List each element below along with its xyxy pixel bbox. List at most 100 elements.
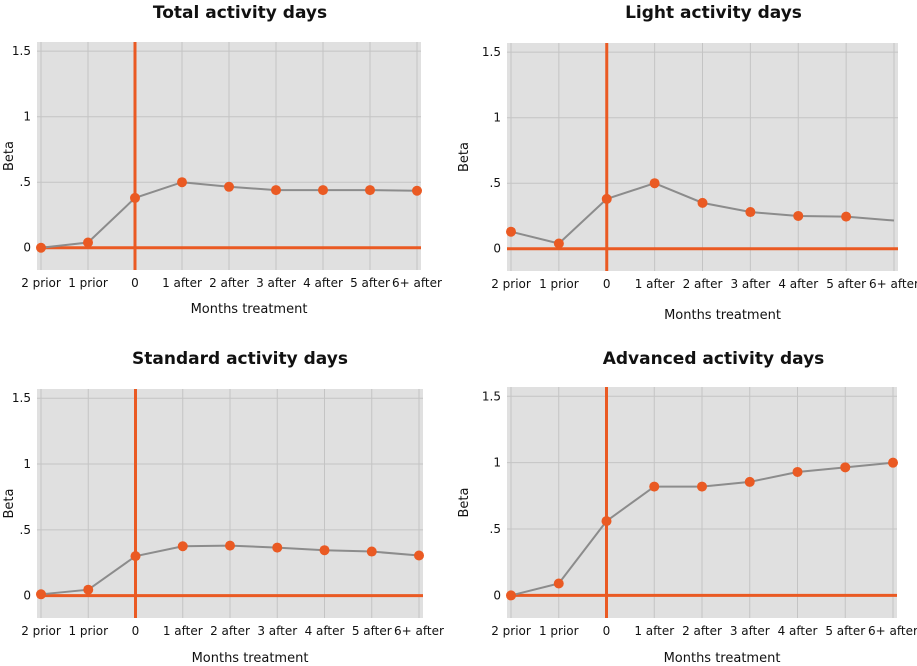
- data-point: [224, 181, 234, 192]
- x-axis-label: Months treatment: [192, 651, 309, 666]
- data-point: [412, 185, 422, 196]
- x-tick-label: 4 after: [778, 624, 818, 638]
- y-tick-label: 0: [493, 588, 501, 602]
- y-tick-label: 1: [23, 110, 31, 124]
- data-point: [506, 590, 516, 601]
- data-point: [649, 481, 660, 492]
- x-tick-label: 4 after: [778, 277, 818, 291]
- chart-title: Advanced activity days: [602, 349, 825, 369]
- x-tick-label: 2 prior: [21, 624, 61, 638]
- data-point: [83, 584, 94, 595]
- data-point: [601, 193, 612, 204]
- data-point: [130, 551, 141, 562]
- data-point: [506, 226, 516, 237]
- data-point: [271, 185, 281, 196]
- data-point: [601, 516, 612, 527]
- chart-panel-total: Total activity days 0 .5 1 1.5 2 prior 1 prio…: [0, 0, 445, 325]
- x-tick-label: 6+ after: [868, 624, 917, 638]
- y-tick-label: 0: [493, 242, 501, 256]
- x-tick-label: 6+ after: [392, 276, 442, 290]
- line-chart: 0 .5 1 1.5 2 prior 1 prior 0 1 after 2 after 3 af…: [2, 389, 444, 666]
- chart-panel-advanced: Advanced activity days 0 .5 1 1.5 2 prior 1 p…: [455, 345, 917, 666]
- x-axis-label: Months treatment: [664, 651, 781, 666]
- y-tick-label: 1: [493, 111, 501, 125]
- data-point: [272, 542, 283, 553]
- x-tick-label: 5 after: [825, 624, 865, 638]
- line-chart: 0 .5 1 1.5 2 prior 1 prior 0 1 after 2 after 3 af…: [457, 387, 917, 666]
- y-tick-label: 1: [23, 457, 31, 471]
- y-tick-label: .5: [20, 523, 31, 537]
- data-point: [649, 178, 660, 189]
- y-tick-label: .5: [490, 522, 501, 536]
- data-point: [318, 185, 328, 196]
- x-tick-label: 3 after: [730, 277, 770, 291]
- x-tick-label: 0: [603, 624, 611, 638]
- data-point: [697, 197, 708, 208]
- x-tick-label: 6+ after: [394, 624, 444, 638]
- x-axis-label: Months treatment: [191, 302, 308, 317]
- x-tick-label: 1 prior: [68, 276, 108, 290]
- x-tick-label: 2 after: [209, 276, 249, 290]
- data-point: [414, 550, 424, 561]
- data-point: [888, 457, 898, 468]
- x-tick-label: 0: [132, 624, 140, 638]
- y-tick-label: 1.5: [12, 391, 31, 405]
- data-point: [83, 237, 93, 248]
- data-point: [130, 192, 140, 203]
- x-tick-label: 1 prior: [539, 624, 579, 638]
- x-tick-label: 2 after: [682, 624, 722, 638]
- y-tick-label: 1: [493, 456, 501, 470]
- y-tick-label: .5: [490, 176, 501, 190]
- x-tick-label: 2 prior: [491, 277, 531, 291]
- x-tick-label: 2 after: [210, 624, 250, 638]
- data-point: [36, 242, 46, 253]
- line-chart: 0 .5 1 1.5 2 prior 1 prior 0 1 after 2 after 3 af…: [457, 43, 917, 323]
- chart-title: Standard activity days: [132, 349, 348, 369]
- x-tick-label: 1 after: [163, 624, 203, 638]
- data-point: [553, 578, 564, 589]
- data-point: [744, 476, 755, 487]
- y-axis-label: Beta: [457, 142, 472, 172]
- data-point: [177, 177, 187, 188]
- x-tick-label: 1 prior: [539, 277, 579, 291]
- x-tick-label: 2 after: [683, 277, 723, 291]
- x-tick-label: 3 after: [257, 624, 297, 638]
- data-point: [319, 545, 330, 556]
- data-point: [553, 238, 564, 249]
- x-tick-label: 1 after: [634, 624, 674, 638]
- y-tick-label: 1.5: [12, 44, 31, 58]
- y-axis-label: Beta: [2, 489, 17, 519]
- x-tick-label: 0: [131, 276, 139, 290]
- data-point: [225, 540, 235, 551]
- chart-panel-light: Light activity days 0 .5 1 1.5 2 prior 1 prio…: [455, 0, 917, 325]
- y-axis-label: Beta: [457, 488, 472, 518]
- x-tick-label: 2 prior: [21, 276, 61, 290]
- x-tick-label: 4 after: [303, 276, 343, 290]
- x-tick-label: 5 after: [350, 276, 390, 290]
- y-tick-label: 1.5: [482, 45, 501, 59]
- data-point: [793, 210, 804, 221]
- data-point: [792, 466, 803, 477]
- y-tick-label: 0: [23, 241, 31, 255]
- data-point: [840, 462, 851, 473]
- y-tick-label: 1.5: [482, 389, 501, 403]
- x-tick-label: 2 prior: [491, 624, 531, 638]
- data-point: [745, 207, 756, 218]
- x-tick-label: 5 after: [352, 624, 392, 638]
- y-tick-label: 0: [23, 589, 31, 603]
- x-tick-label: 3 after: [256, 276, 296, 290]
- x-tick-label: 0: [603, 277, 611, 291]
- chart-panel-standard: Standard activity days 0 .5 1 1.5 2 prior 1 p…: [0, 345, 445, 666]
- y-tick-label: .5: [20, 175, 31, 189]
- x-axis-label: Months treatment: [664, 308, 781, 323]
- x-tick-label: 1 after: [162, 276, 202, 290]
- chart-title: Light activity days: [625, 3, 802, 23]
- data-point: [365, 185, 375, 196]
- line-chart: 0 .5 1 1.5 2 prior 1 prior 0 1 after 2 after 3 af…: [2, 42, 442, 317]
- x-tick-label: 3 after: [730, 624, 770, 638]
- y-axis-label: Beta: [2, 141, 17, 171]
- data-point: [366, 546, 377, 557]
- x-tick-label: 1 prior: [68, 624, 108, 638]
- data-point: [841, 211, 852, 222]
- data-point: [177, 541, 188, 552]
